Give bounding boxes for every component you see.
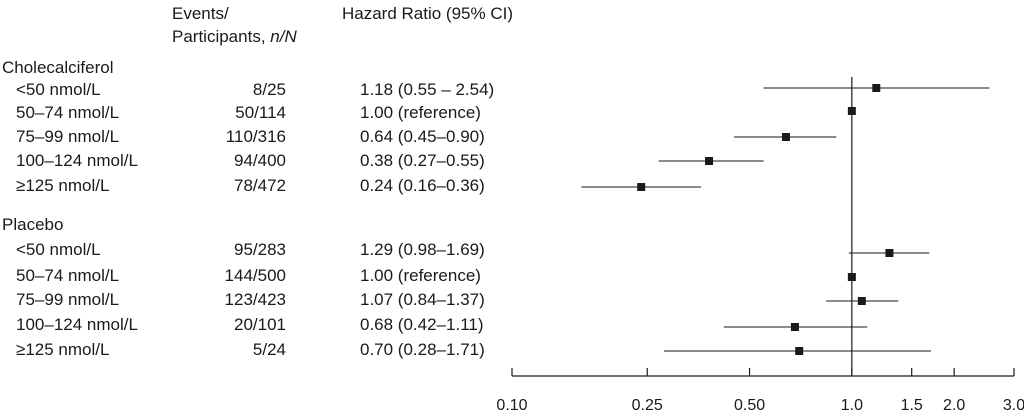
row-hazard-ratio: 1.00 (reference): [360, 103, 481, 122]
row-hazard-ratio: 0.68 (0.42–1.11): [360, 315, 484, 334]
events-header-line2: Participants, n/N: [172, 27, 297, 47]
x-tick-label: 2.0: [943, 397, 965, 413]
row-events: 5/24: [252, 340, 286, 359]
row-events: 110/316: [225, 127, 286, 146]
group-title-cholecalciferol: Cholecalciferol: [2, 58, 114, 77]
events-header-italic: n/N: [270, 27, 297, 46]
x-tick-label: 3.0: [1003, 397, 1024, 413]
group-title-placebo: Placebo: [2, 215, 64, 234]
row-label: 50–74 nmol/L: [16, 103, 120, 122]
x-tick-label: 1.5: [901, 397, 923, 413]
row-hazard-ratio: 1.07 (0.84–1.37): [360, 290, 485, 309]
row-label: 100–124 nmol/L: [16, 151, 138, 170]
point-estimate-marker: [637, 183, 646, 191]
row-label: 75–99 nmol/L: [16, 127, 120, 146]
row-hazard-ratio: 0.38 (0.27–0.55): [360, 151, 485, 170]
point-estimate-marker: [857, 297, 866, 305]
row-label: 75–99 nmol/L: [16, 290, 120, 309]
row-hazard-ratio: 1.29 (0.98–1.69): [360, 240, 485, 259]
row-label: ≥125 nmol/L: [16, 340, 110, 359]
point-estimate-marker: [847, 107, 856, 115]
row-events: 78/472: [234, 176, 286, 195]
x-tick-label: 1.0: [841, 397, 863, 413]
point-estimate-marker: [781, 133, 790, 141]
x-tick-label: 0.50: [734, 397, 765, 413]
row-hazard-ratio: 0.64 (0.45–0.90): [360, 127, 485, 146]
row-label: <50 nmol/L: [16, 240, 101, 259]
x-tick-label: 0.10: [496, 397, 527, 413]
row-events: 94/400: [234, 151, 286, 170]
x-tick-label: 0.25: [632, 397, 663, 413]
row-hazard-ratio: 1.00 (reference): [360, 266, 481, 285]
point-estimate-marker: [705, 157, 714, 165]
row-events: 95/283: [234, 240, 286, 259]
events-header-prefix: Participants,: [172, 27, 271, 46]
point-estimate-marker: [795, 347, 804, 355]
row-events: 8/25: [252, 80, 286, 99]
row-events: 123/423: [224, 290, 286, 309]
point-estimate-marker: [885, 249, 894, 257]
row-events: 50/114: [235, 103, 286, 122]
point-estimate-marker: [847, 273, 856, 281]
row-events: 144/500: [224, 266, 286, 285]
row-label: ≥125 nmol/L: [16, 176, 110, 195]
row-events: 20/101: [234, 315, 286, 334]
point-estimate-marker: [790, 323, 799, 331]
events-header-line1: Events/: [172, 4, 229, 23]
row-hazard-ratio: 0.24 (0.16–0.36): [360, 176, 485, 195]
hazard-ratio-header: Hazard Ratio (95% CI): [342, 4, 514, 23]
row-label: 50–74 nmol/L: [16, 266, 120, 285]
row-hazard-ratio: 1.18 (0.55 – 2.54): [360, 80, 495, 99]
row-hazard-ratio: 0.70 (0.28–1.71): [360, 340, 485, 359]
row-label: 100–124 nmol/L: [16, 315, 138, 334]
row-label: <50 nmol/L: [16, 80, 101, 99]
point-estimate-marker: [872, 84, 881, 92]
